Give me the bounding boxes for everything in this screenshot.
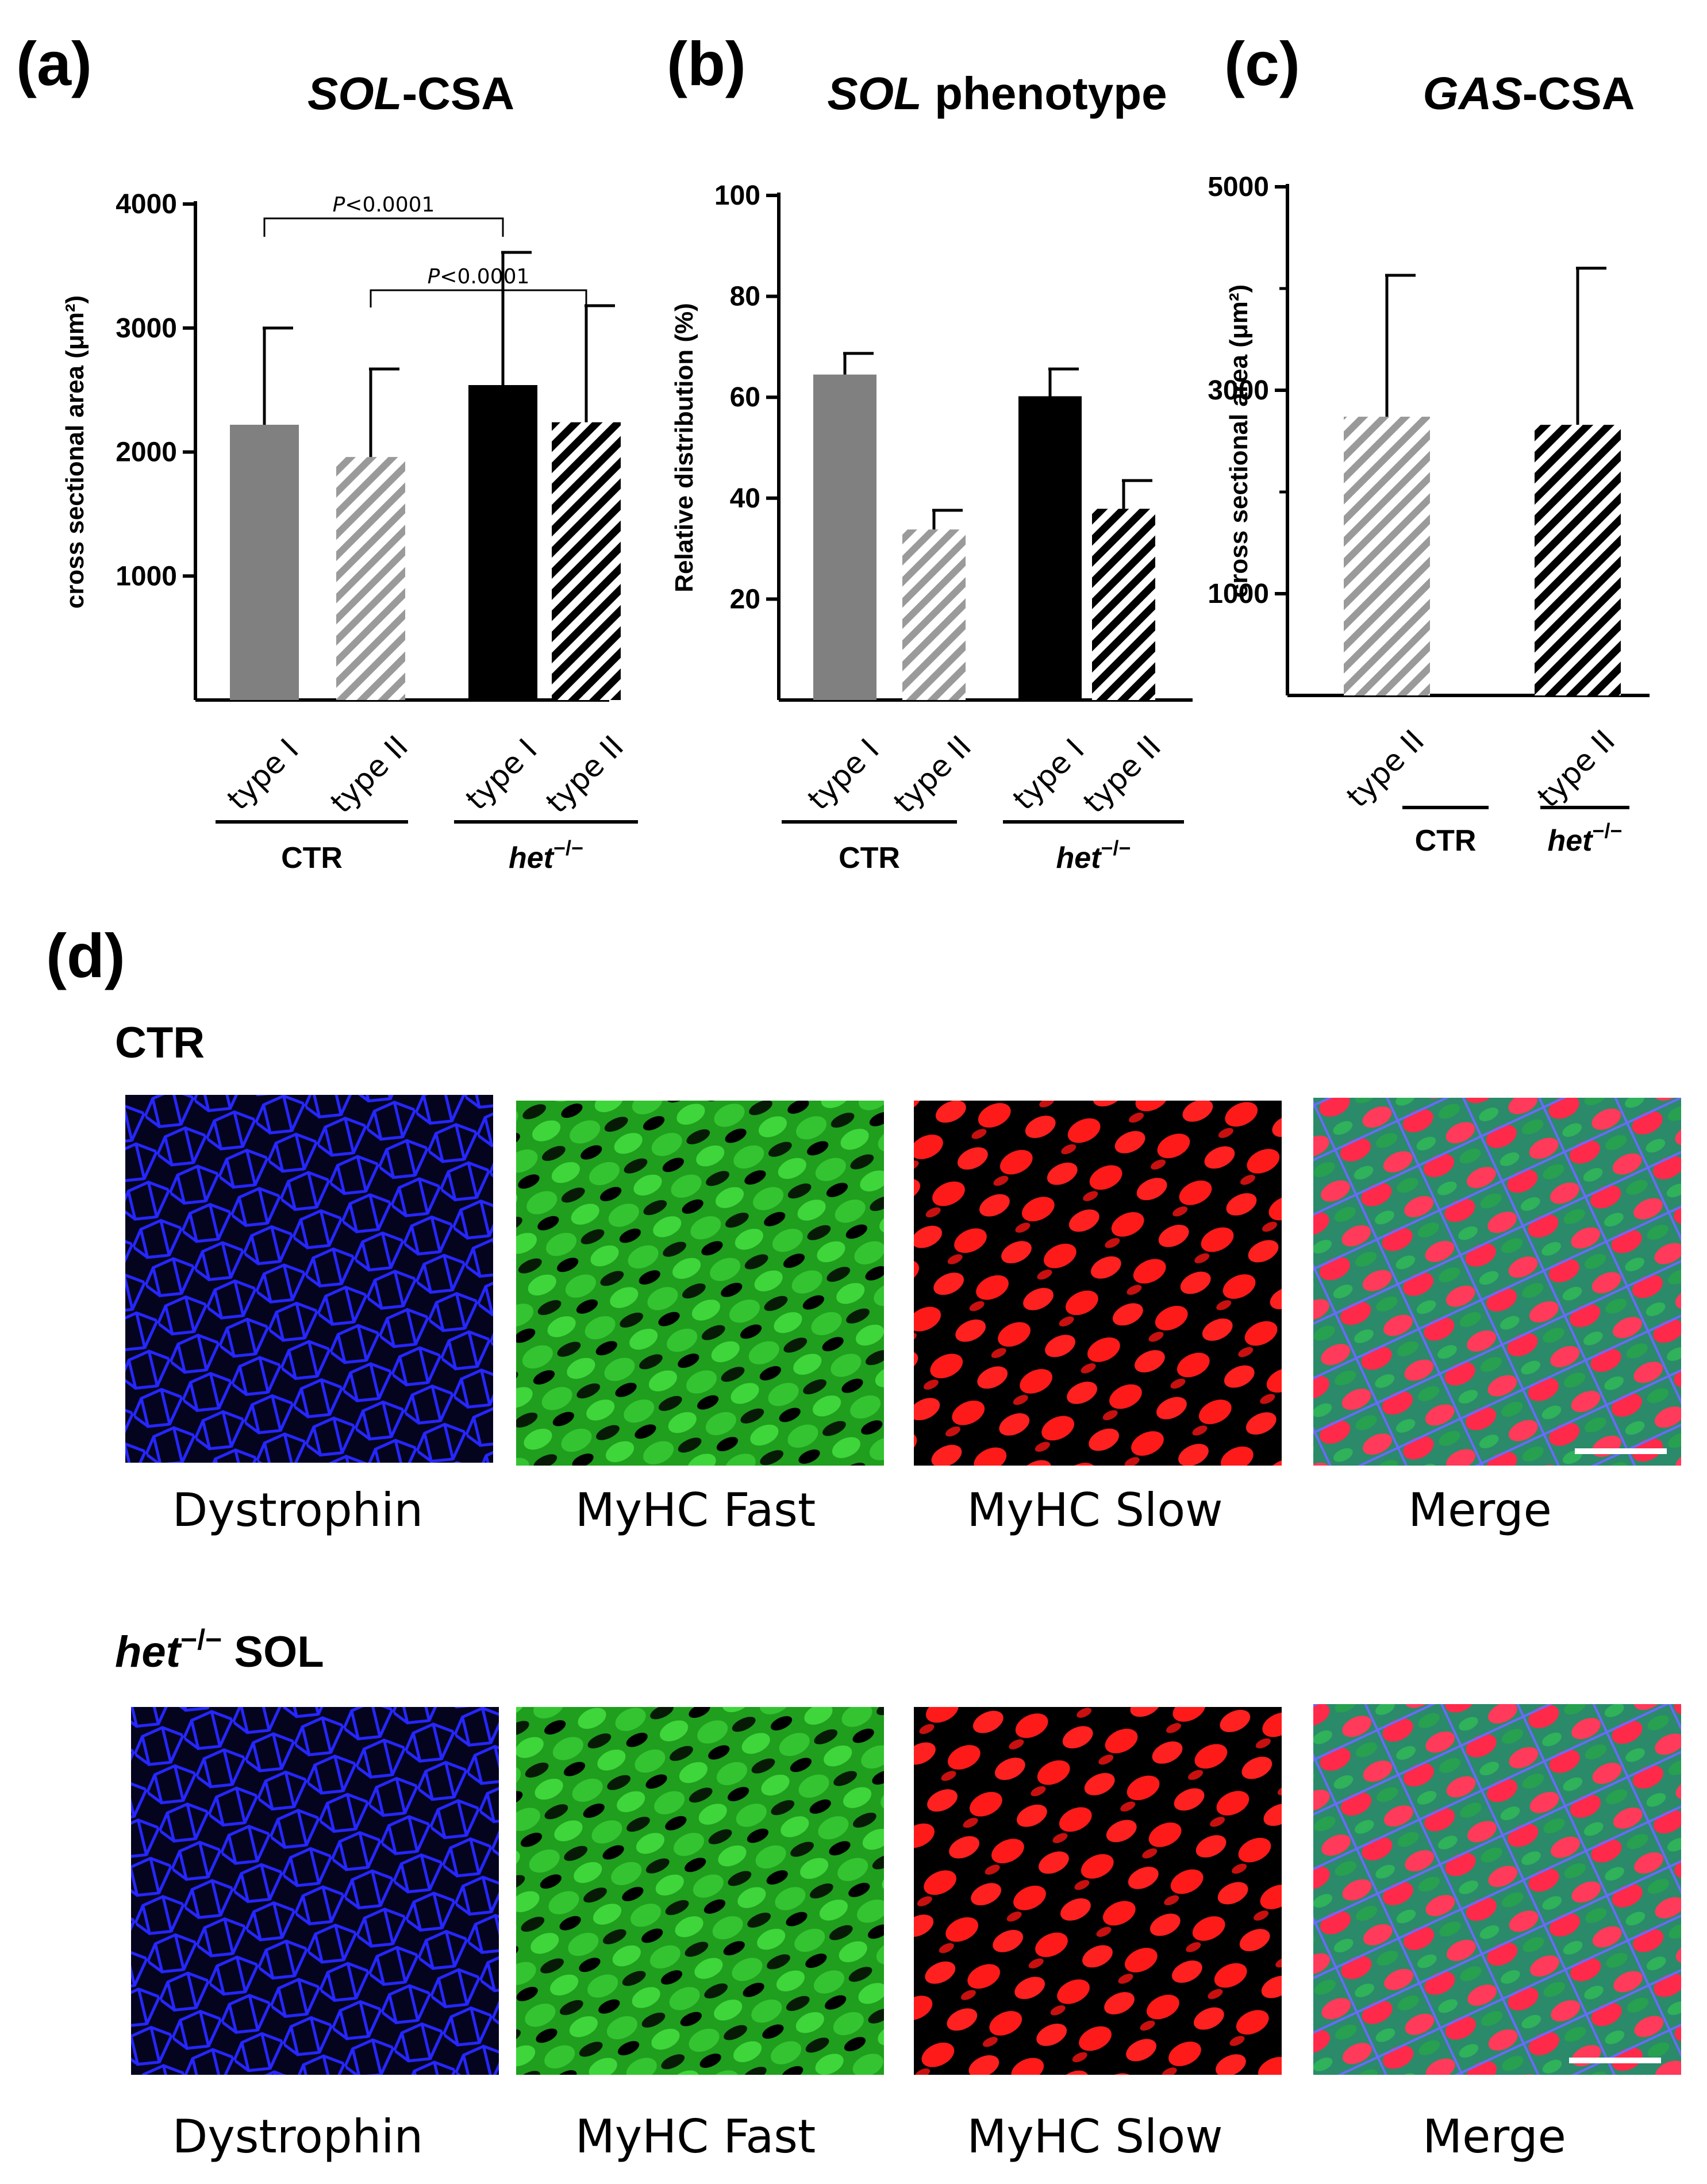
y-axis-label: Relative distribution (%) xyxy=(670,303,698,593)
group-label: CTR xyxy=(1415,824,1477,858)
image-ctr-dystrophin xyxy=(125,1095,493,1463)
y-tick-label: 4000 xyxy=(116,189,177,220)
caption-het-myhc-slow: MyHC Slow xyxy=(967,2110,1222,2163)
y-tick-label: 60 xyxy=(730,382,760,413)
row-label-het-sol: het−/− SOL xyxy=(115,1624,324,1677)
category-label: type II xyxy=(324,729,415,820)
y-axis-label: cross sectional area (μm²) xyxy=(1225,284,1253,598)
image-het-merge xyxy=(1313,1704,1681,2075)
caption-ctr-myhc-fast: MyHC Fast xyxy=(575,1483,816,1537)
chart-title: GAS-CSA xyxy=(1423,68,1635,119)
chart-c-gas-csa: GAS-CSA cross sectional area (μm²)1000 300… xyxy=(1208,68,1650,858)
caption-het-merge: Merge xyxy=(1422,2110,1566,2163)
row-label-ctr: CTR xyxy=(115,1018,205,1067)
significance-bracket xyxy=(263,217,504,237)
image-ctr-myhc-fast xyxy=(516,1101,884,1466)
bar xyxy=(1535,425,1621,695)
image-ctr-merge xyxy=(1313,1098,1681,1466)
image-ctr-myhc-slow xyxy=(914,1101,1282,1466)
group-label: het−/− xyxy=(509,836,583,875)
group-label: het−/− xyxy=(1056,836,1131,875)
panel-letter-b: (b) xyxy=(667,29,746,98)
category-label: type II xyxy=(1077,729,1168,820)
chart-title: SOL phenotype xyxy=(827,68,1167,119)
y-tick-label: 40 xyxy=(730,483,760,514)
caption-ctr-merge: Merge xyxy=(1408,1483,1552,1537)
chart-title: SOL-CSA xyxy=(307,68,514,119)
bar xyxy=(1018,396,1082,700)
category-label: type I xyxy=(1006,732,1091,817)
caption-ctr-myhc-slow: MyHC Slow xyxy=(967,1483,1222,1537)
bar xyxy=(813,374,876,700)
bar xyxy=(336,457,405,700)
group-label: CTR xyxy=(839,841,900,875)
image-het-dystrophin xyxy=(131,1707,499,2075)
scale-bar-ctr xyxy=(1575,1448,1667,1454)
y-tick-label: 1000 xyxy=(1208,579,1269,609)
image-het-myhc-fast xyxy=(516,1707,884,2075)
bar xyxy=(1344,417,1430,695)
micrograph-grid: CTR het−/− SOL Dystrophin MyHC Fast MyHC… xyxy=(115,1018,1681,2163)
bar xyxy=(468,384,537,700)
bar xyxy=(230,425,299,700)
chart-a-sol-csa: SOL-CSA cross sectional area (μm²) 1000 200… xyxy=(61,68,638,875)
bar xyxy=(552,422,621,700)
scale-bar-het xyxy=(1569,2058,1661,2063)
y-tick-label: 20 xyxy=(730,584,760,614)
p-value-label: P<0.0001 xyxy=(333,193,435,217)
significance-bracket xyxy=(370,289,587,307)
image-het-myhc-slow xyxy=(914,1707,1282,2075)
y-tick-label: 1000 xyxy=(116,561,177,591)
p-value-label: P<0.0001 xyxy=(428,265,530,289)
category-label: type II xyxy=(1531,724,1622,814)
category-label: type I xyxy=(459,732,544,817)
caption-ctr-dystrophin: Dystrophin xyxy=(172,1483,423,1537)
group-label: CTR xyxy=(281,841,343,875)
y-tick-label: 2000 xyxy=(116,437,177,468)
category-label: type I xyxy=(221,732,305,817)
y-tick-label: 100 xyxy=(714,180,760,211)
y-tick-label: 80 xyxy=(730,282,760,312)
panel-letter-c: (c) xyxy=(1224,29,1300,98)
y-tick-label: 5000 xyxy=(1208,172,1269,202)
panel-letter-a: (a) xyxy=(16,29,92,98)
caption-het-dystrophin: Dystrophin xyxy=(172,2110,423,2163)
y-axis-label: cross sectional area (μm²) xyxy=(61,295,89,609)
y-tick-label: 3000 xyxy=(1208,375,1269,406)
category-label: type II xyxy=(887,729,978,820)
bar xyxy=(902,529,966,700)
caption-het-myhc-fast: MyHC Fast xyxy=(575,2110,816,2163)
group-label: het−/− xyxy=(1547,819,1622,858)
category-label: type II xyxy=(540,729,630,820)
chart-b-sol-phenotype: SOL phenotype Relative distribution (%) 20… xyxy=(670,68,1193,875)
category-label: type I xyxy=(801,732,886,817)
bar xyxy=(1092,509,1155,700)
panel-letter-d: (d) xyxy=(46,921,125,990)
category-label: type II xyxy=(1340,724,1431,814)
y-tick-label: 3000 xyxy=(116,313,177,344)
